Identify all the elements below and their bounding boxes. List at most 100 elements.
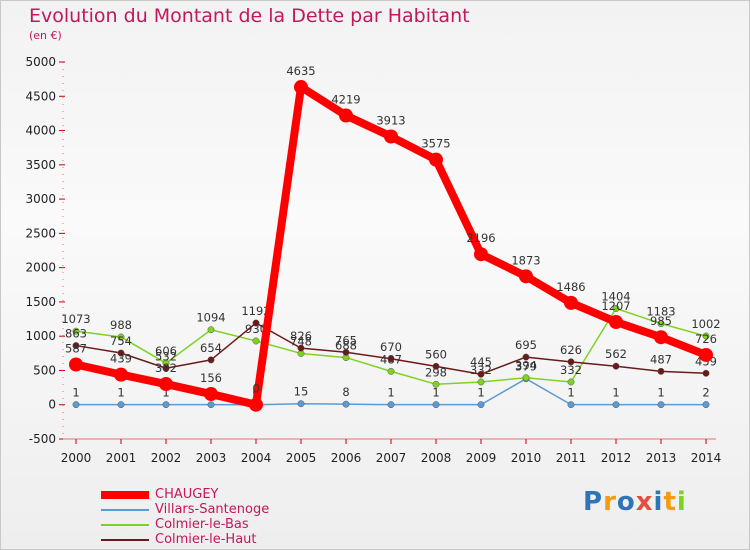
data-label-colmier-le-bas: 332: [560, 363, 582, 377]
data-label-villars-santenoge: 1: [657, 386, 664, 400]
data-label-villars-santenoge: 1: [117, 386, 124, 400]
data-point-villars-santenoge: [477, 401, 485, 409]
data-point-villars-santenoge: [207, 401, 215, 409]
data-label-chaugey: 0: [252, 382, 259, 396]
data-point-colmier-le-bas: [117, 333, 125, 341]
data-point-colmier-le-haut: [117, 349, 125, 357]
legend-label: CHAUGEY: [155, 487, 219, 502]
logo-letter: i: [676, 487, 687, 517]
data-point-villars-santenoge: [162, 401, 170, 409]
data-point-chaugey: [699, 347, 713, 362]
data-label-colmier-le-haut: 754: [110, 334, 132, 348]
data-point-villars-santenoge: [387, 401, 395, 409]
data-point-colmier-le-haut: [432, 362, 440, 370]
legend-label: Villars-Santenoge: [155, 502, 270, 517]
data-point-villars-santenoge: [657, 401, 665, 409]
x-tick-label: 2008: [421, 451, 452, 465]
data-label-chaugey: 726: [695, 332, 717, 346]
y-tick-label: 0: [48, 398, 56, 412]
data-point-colmier-le-bas: [252, 337, 260, 345]
y-tick-label: 4500: [25, 89, 56, 103]
data-point-colmier-le-haut: [162, 364, 170, 372]
data-label-chaugey: 985: [650, 314, 672, 328]
data-label-colmier-le-haut: 765: [335, 333, 357, 347]
x-tick-label: 2000: [61, 451, 92, 465]
data-point-colmier-le-haut: [72, 342, 80, 350]
data-label-colmier-le-haut: 560: [425, 347, 447, 361]
data-label-villars-santenoge: 1: [567, 386, 574, 400]
data-label-colmier-le-bas: 1094: [196, 311, 225, 325]
data-point-colmier-le-bas: [522, 374, 530, 382]
chart-subtitle: (en €): [29, 29, 62, 42]
data-label-chaugey: 587: [65, 341, 87, 355]
data-point-chaugey: [114, 367, 128, 382]
data-point-villars-santenoge: [342, 400, 350, 408]
data-label-colmier-le-bas: 1002: [691, 317, 720, 331]
data-point-colmier-le-bas: [567, 378, 575, 386]
data-point-chaugey: [609, 314, 623, 329]
data-label-colmier-le-haut: 487: [650, 352, 672, 366]
y-tick-label: 1000: [25, 329, 56, 343]
data-label-colmier-le-bas: 298: [425, 365, 447, 379]
x-tick-label: 2013: [646, 451, 677, 465]
logo-letter: P: [583, 487, 604, 517]
data-point-chaugey: [339, 108, 353, 123]
logo-letter: r: [603, 487, 617, 517]
y-tick-label: 1500: [25, 295, 56, 309]
legend-item: Colmier-le-Bas: [101, 517, 269, 532]
legend-swatch: [101, 538, 149, 541]
x-tick-label: 2004: [241, 451, 272, 465]
data-point-colmier-le-bas: [657, 320, 665, 328]
y-tick-label: 5000: [25, 55, 56, 69]
data-label-colmier-le-haut: 863: [65, 327, 87, 341]
data-point-colmier-le-bas: [207, 326, 215, 334]
data-point-chaugey: [249, 397, 263, 412]
legend-item: Colmier-le-Haut: [101, 532, 269, 547]
x-tick-label: 2012: [601, 451, 632, 465]
data-point-villars-santenoge: [297, 400, 305, 408]
data-label-colmier-le-bas: 1183: [646, 305, 675, 319]
data-point-colmier-le-haut: [207, 356, 215, 364]
data-label-colmier-le-haut: 826: [290, 329, 312, 343]
x-tick-label: 2001: [106, 451, 137, 465]
data-label-colmier-le-bas: 394: [515, 359, 537, 373]
data-point-chaugey: [204, 387, 218, 402]
data-label-villars-santenoge: 1: [72, 386, 79, 400]
logo-letter: x: [635, 487, 654, 517]
data-point-villars-santenoge: [612, 401, 620, 409]
y-tick-label: 3500: [25, 158, 56, 172]
data-point-villars-santenoge: [432, 401, 440, 409]
data-point-colmier-le-haut: [342, 348, 350, 356]
y-tick-label: 2500: [25, 226, 56, 240]
data-point-chaugey: [159, 377, 173, 392]
x-tick-label: 2011: [556, 451, 587, 465]
data-label-chaugey: 2196: [466, 231, 495, 245]
data-point-chaugey: [519, 269, 533, 284]
data-point-colmier-le-bas: [387, 367, 395, 375]
data-point-colmier-le-haut: [297, 344, 305, 352]
data-label-villars-santenoge: 1: [612, 386, 619, 400]
data-label-villars-santenoge: 379: [515, 360, 537, 374]
data-label-chaugey: 1207: [601, 299, 630, 313]
data-label-colmier-le-haut: 562: [605, 347, 627, 361]
data-point-chaugey: [474, 247, 488, 262]
y-tick-label: 500: [33, 363, 56, 377]
y-tick-label: 2000: [25, 261, 56, 275]
data-label-colmier-le-haut: 626: [560, 343, 582, 357]
data-point-colmier-le-bas: [477, 378, 485, 386]
x-tick-label: 2009: [466, 451, 497, 465]
data-label-colmier-le-haut: 532: [155, 349, 177, 363]
data-point-colmier-le-haut: [657, 367, 665, 375]
data-label-villars-santenoge: 15: [294, 385, 309, 399]
data-point-chaugey: [654, 330, 668, 345]
data-point-chaugey: [564, 295, 578, 310]
legend-swatch: [101, 523, 149, 526]
legend-item: CHAUGEY: [101, 487, 269, 502]
logo-letter: i: [653, 487, 664, 517]
data-label-villars-santenoge: 8: [342, 385, 349, 399]
data-label-chaugey: 4635: [286, 64, 315, 78]
x-tick-label: 2005: [286, 451, 317, 465]
data-label-villars-santenoge: 1: [432, 386, 439, 400]
x-tick-label: 2014: [691, 451, 722, 465]
data-point-colmier-le-bas: [432, 380, 440, 388]
